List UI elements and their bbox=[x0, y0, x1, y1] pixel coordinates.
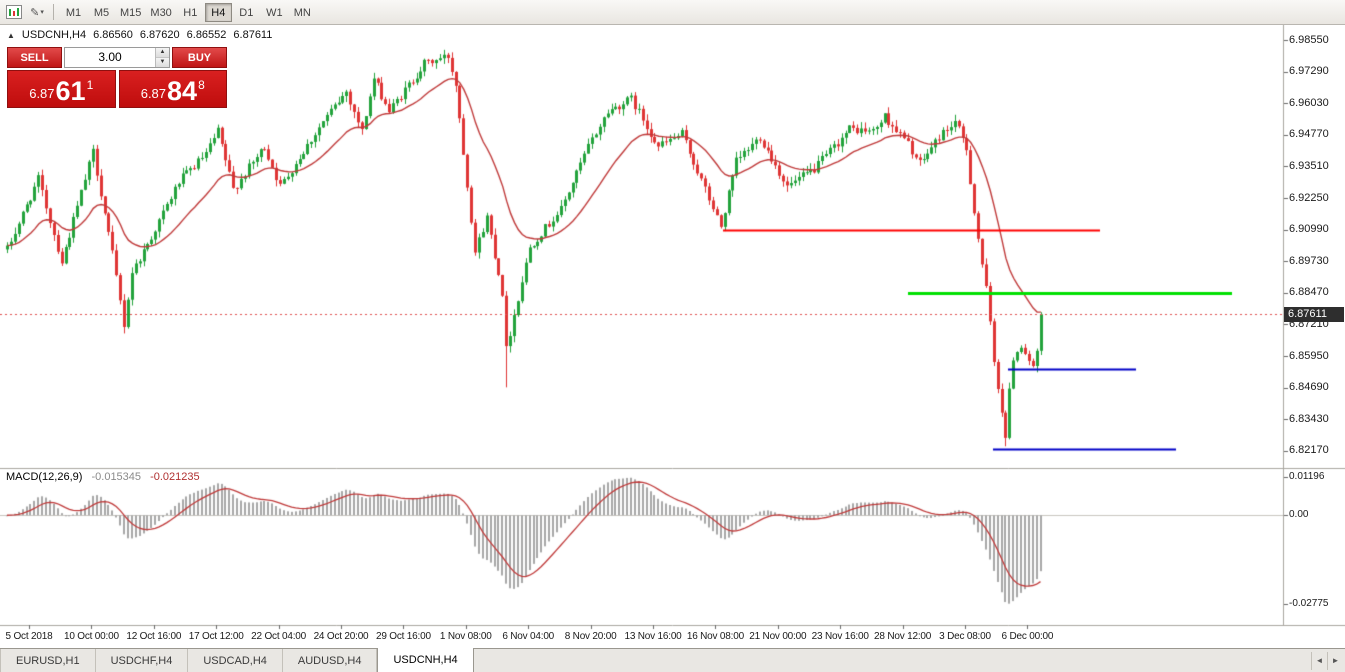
time-axis-label: 6 Nov 04:00 bbox=[502, 631, 555, 642]
sell-price-pips: 61 bbox=[55, 76, 86, 106]
chart-area: ▲ USDCNH,H4 6.86560 6.87620 6.86552 6.87… bbox=[0, 25, 1345, 648]
price-axis-label: 6.85950 bbox=[1289, 349, 1329, 362]
tab-scroll-controls: ◄ ► bbox=[1311, 649, 1343, 672]
time-axis-label: 21 Nov 00:00 bbox=[749, 631, 807, 642]
buy-price-base: 6.87 bbox=[140, 86, 167, 101]
time-axis-label: 3 Dec 08:00 bbox=[939, 631, 991, 642]
timeframe-button-mn[interactable]: MN bbox=[293, 6, 311, 19]
current-price-badge: 6.87611 bbox=[1284, 306, 1344, 322]
buy-price-pips: 84 bbox=[167, 76, 198, 106]
time-axis-label: 22 Oct 04:00 bbox=[251, 631, 307, 642]
price-axis-label: 6.93510 bbox=[1289, 159, 1329, 172]
volume-up-button[interactable]: ▲ bbox=[156, 48, 169, 58]
open-value: 6.86560 bbox=[93, 29, 133, 41]
sell-price-base: 6.87 bbox=[29, 86, 55, 101]
time-axis-label: 23 Nov 16:00 bbox=[811, 631, 869, 642]
tab-scroll-right-button[interactable]: ► bbox=[1327, 651, 1343, 670]
timeframe-button-h1[interactable]: H1 bbox=[183, 6, 198, 19]
macd-name: MACD(12,26,9) bbox=[6, 471, 83, 483]
sell-price-point: 1 bbox=[86, 78, 94, 92]
chart-tab-bar: EURUSD,H1 USDCHF,H4 USDCAD,H4 AUDUSD,H4 USDC… bbox=[0, 648, 1345, 672]
chart-tab-usdcnh[interactable]: USDCNH,H4 bbox=[377, 648, 474, 672]
time-axis-label: 5 Oct 2018 bbox=[5, 631, 53, 642]
one-click-controls-row: SELL 3.00 ▲ ▼ BUY bbox=[7, 47, 227, 68]
time-axis-label: 8 Nov 20:00 bbox=[564, 631, 617, 642]
macd-axis-label: 0.00 bbox=[1289, 509, 1309, 521]
macd-axis-label: -0.02775 bbox=[1289, 598, 1329, 609]
timeframe-button-w1[interactable]: W1 bbox=[266, 6, 283, 19]
sell-price-box[interactable]: 6.87 61 1 bbox=[7, 70, 116, 108]
chart-tab-audusd[interactable]: AUDUSD,H4 bbox=[283, 649, 378, 672]
macd-axis-label: 0.01196 bbox=[1289, 471, 1325, 482]
time-axis-label: 16 Nov 08:00 bbox=[686, 631, 744, 642]
timeframe-button-m15[interactable]: M15 bbox=[120, 6, 142, 19]
sell-button[interactable]: SELL bbox=[7, 47, 62, 68]
time-axis-label: 13 Nov 16:00 bbox=[624, 631, 682, 642]
toolbar: ✎ ▾ M1 M5 M15 M30 H1 H4 D1 W1 MN bbox=[0, 0, 1345, 25]
time-axis-label: 1 Nov 08:00 bbox=[439, 631, 492, 642]
time-axis-label: 28 Nov 12:00 bbox=[874, 631, 932, 642]
macd-signal-value: -0.021235 bbox=[150, 471, 200, 483]
price-axis-label: 6.83430 bbox=[1289, 412, 1329, 425]
volume-value[interactable]: 3.00 bbox=[98, 50, 122, 64]
chart-window-icon[interactable] bbox=[3, 3, 25, 22]
price-axis-label: 6.96030 bbox=[1289, 96, 1329, 109]
timeframe-button-group: M1 M5 M15 M30 H1 H4 D1 W1 MN bbox=[60, 2, 317, 22]
chevron-down-icon: ▾ bbox=[40, 9, 44, 16]
time-axis-label: 10 Oct 00:00 bbox=[63, 631, 119, 642]
time-axis-label: 12 Oct 16:00 bbox=[126, 631, 182, 642]
buy-price-point: 8 bbox=[198, 78, 205, 92]
chart-tab-eurusd[interactable]: EURUSD,H1 bbox=[0, 649, 96, 672]
price-axis-label: 6.98550 bbox=[1289, 33, 1329, 46]
buy-price-box[interactable]: 6.87 84 8 bbox=[118, 70, 227, 108]
time-axis-label: 6 Dec 00:00 bbox=[1001, 631, 1054, 642]
price-axis-label: 6.97290 bbox=[1289, 65, 1329, 78]
low-value: 6.86552 bbox=[186, 29, 227, 41]
symbol-period-label: USDCNH,H4 bbox=[21, 29, 87, 41]
chart-tab-usdchf[interactable]: USDCHF,H4 bbox=[96, 649, 189, 672]
timeframe-button-m5[interactable]: M5 bbox=[93, 6, 110, 19]
toolbar-separator bbox=[53, 4, 54, 20]
ohlc-header: ▲ USDCNH,H4 6.86560 6.87620 6.86552 6.87… bbox=[7, 29, 279, 41]
time-axis-label: 29 Oct 16:00 bbox=[375, 631, 431, 642]
tab-scroll-left-button[interactable]: ◄ bbox=[1311, 651, 1327, 670]
timeframe-button-m1[interactable]: M1 bbox=[65, 6, 82, 19]
time-axis-label: 17 Oct 12:00 bbox=[188, 631, 244, 642]
high-value: 6.87620 bbox=[139, 29, 180, 41]
chart-tab-usdcad[interactable]: USDCAD,H4 bbox=[188, 649, 283, 672]
price-axis-label: 6.88470 bbox=[1289, 286, 1329, 299]
price-axis-label: 6.92250 bbox=[1289, 191, 1329, 204]
volume-spin-buttons: ▲ ▼ bbox=[155, 48, 169, 67]
time-axis-label: 24 Oct 20:00 bbox=[313, 631, 369, 642]
pencil-icon: ✎ bbox=[30, 6, 40, 19]
timeframe-button-m30[interactable]: M30 bbox=[150, 6, 172, 19]
volume-spinbox[interactable]: 3.00 ▲ ▼ bbox=[64, 47, 170, 68]
buy-button[interactable]: BUY bbox=[172, 47, 227, 68]
close-value: 6.87611 bbox=[233, 29, 273, 41]
price-axis-label: 6.89730 bbox=[1289, 254, 1329, 267]
macd-main-value: -0.015345 bbox=[91, 471, 142, 483]
price-axis-label: 6.94770 bbox=[1289, 128, 1329, 141]
price-axis-label: 6.84690 bbox=[1289, 381, 1329, 394]
price-axis-label: 6.82170 bbox=[1289, 444, 1329, 457]
volume-down-button[interactable]: ▼ bbox=[156, 58, 169, 67]
one-click-collapse-icon[interactable]: ▲ bbox=[7, 30, 15, 40]
timeframe-button-d1[interactable]: D1 bbox=[239, 6, 254, 19]
draw-tool-dropdown-icon[interactable]: ✎ ▾ bbox=[26, 3, 48, 22]
macd-indicator-label: MACD(12,26,9) -0.015345 -0.021235 bbox=[6, 471, 200, 483]
price-axis-label: 6.90990 bbox=[1289, 223, 1329, 236]
chart-tabs: EURUSD,H1 USDCHF,H4 USDCAD,H4 AUDUSD,H4 USDC… bbox=[0, 648, 474, 672]
timeframe-button-h4[interactable]: H4 bbox=[204, 2, 232, 22]
candlestick-chart-canvas[interactable] bbox=[0, 25, 1345, 648]
one-click-trading-panel: SELL 3.00 ▲ ▼ BUY 6.87 61 1 6.87 bbox=[7, 47, 227, 108]
one-click-prices-row: 6.87 61 1 6.87 84 8 bbox=[7, 70, 227, 108]
